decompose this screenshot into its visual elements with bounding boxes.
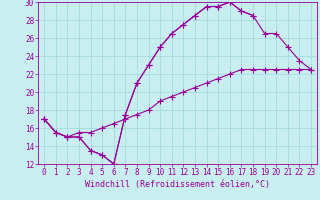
X-axis label: Windchill (Refroidissement éolien,°C): Windchill (Refroidissement éolien,°C) — [85, 180, 270, 189]
